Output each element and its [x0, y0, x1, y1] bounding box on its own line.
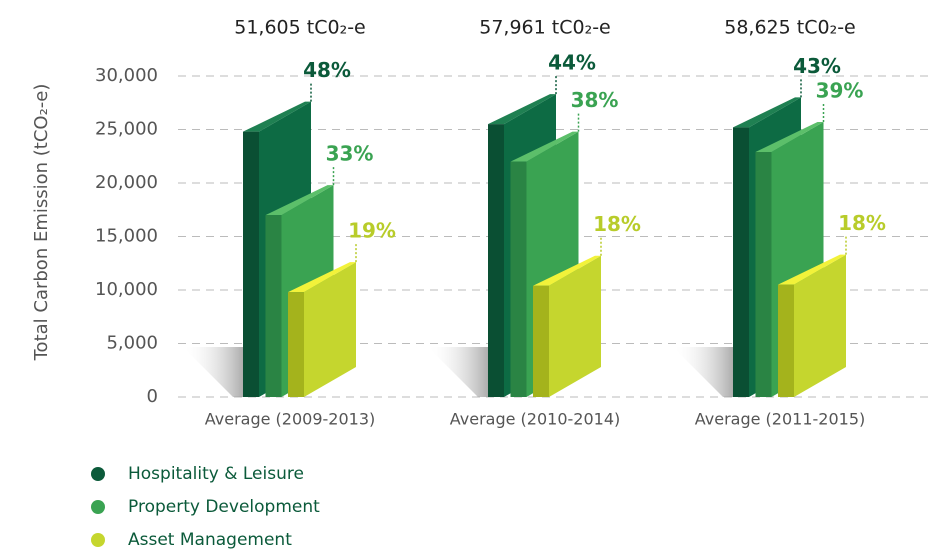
y-tick-label: 20,000 [95, 172, 158, 193]
share-label: 33% [326, 142, 374, 166]
bar-front [778, 284, 794, 397]
share-label: 43% [793, 54, 841, 78]
share-label: 18% [593, 212, 641, 236]
share-label: 44% [548, 51, 596, 75]
bar-side [304, 262, 356, 397]
group-total: 57,961 tC0₂-e [479, 17, 611, 39]
bar-top [733, 97, 801, 128]
share-label: 39% [816, 78, 864, 102]
bar-front [288, 292, 304, 397]
y-axis-label: Total Carbon Emission (tCO₂-e) [31, 84, 52, 362]
bar [288, 262, 356, 397]
bar-front [265, 215, 282, 397]
bar-top [265, 185, 334, 216]
bar-top [288, 262, 356, 293]
category-label: Average (2011-2015) [695, 410, 865, 429]
share-label: 48% [303, 58, 351, 82]
share-label: 19% [348, 219, 396, 243]
bar-top [510, 131, 579, 162]
shadow [428, 347, 488, 397]
y-tick-label: 10,000 [95, 279, 158, 300]
legend-label: Asset Management [128, 530, 292, 550]
y-tick-label: 0 [147, 386, 158, 407]
category-label: Average (2010-2014) [450, 410, 620, 429]
bar-front [243, 131, 259, 397]
legend-label: Property Development [128, 497, 320, 517]
bar-front [755, 151, 772, 397]
bar-top [778, 254, 846, 285]
category-label: Average (2009-2013) [205, 410, 375, 429]
bar-front [733, 127, 749, 398]
y-tick-label: 15,000 [95, 226, 158, 247]
group-total: 51,605 tC0₂-e [234, 17, 366, 39]
group-total: 58,625 tC0₂-e [724, 17, 856, 39]
bar-top [755, 121, 824, 152]
bar [533, 255, 601, 397]
y-tick-label: 30,000 [95, 65, 158, 86]
legend-label: Hospitality & Leisure [128, 464, 304, 484]
bar-side [794, 254, 846, 397]
bar-top [533, 255, 601, 286]
share-label: 38% [571, 88, 619, 112]
legend-marker [91, 533, 105, 547]
shadow [673, 347, 733, 397]
shadow [183, 347, 243, 397]
bar-front [510, 161, 527, 397]
bar-side [549, 255, 601, 397]
bar-top [243, 101, 311, 132]
y-tick-label: 5,000 [106, 333, 158, 354]
share-label: 18% [838, 211, 886, 235]
bar-top [488, 94, 556, 125]
legend-marker [91, 467, 105, 481]
y-tick-label: 25,000 [95, 119, 158, 140]
bar-front [533, 285, 549, 397]
legend-marker [91, 500, 105, 514]
bar [778, 254, 846, 397]
bar-front [488, 124, 504, 398]
